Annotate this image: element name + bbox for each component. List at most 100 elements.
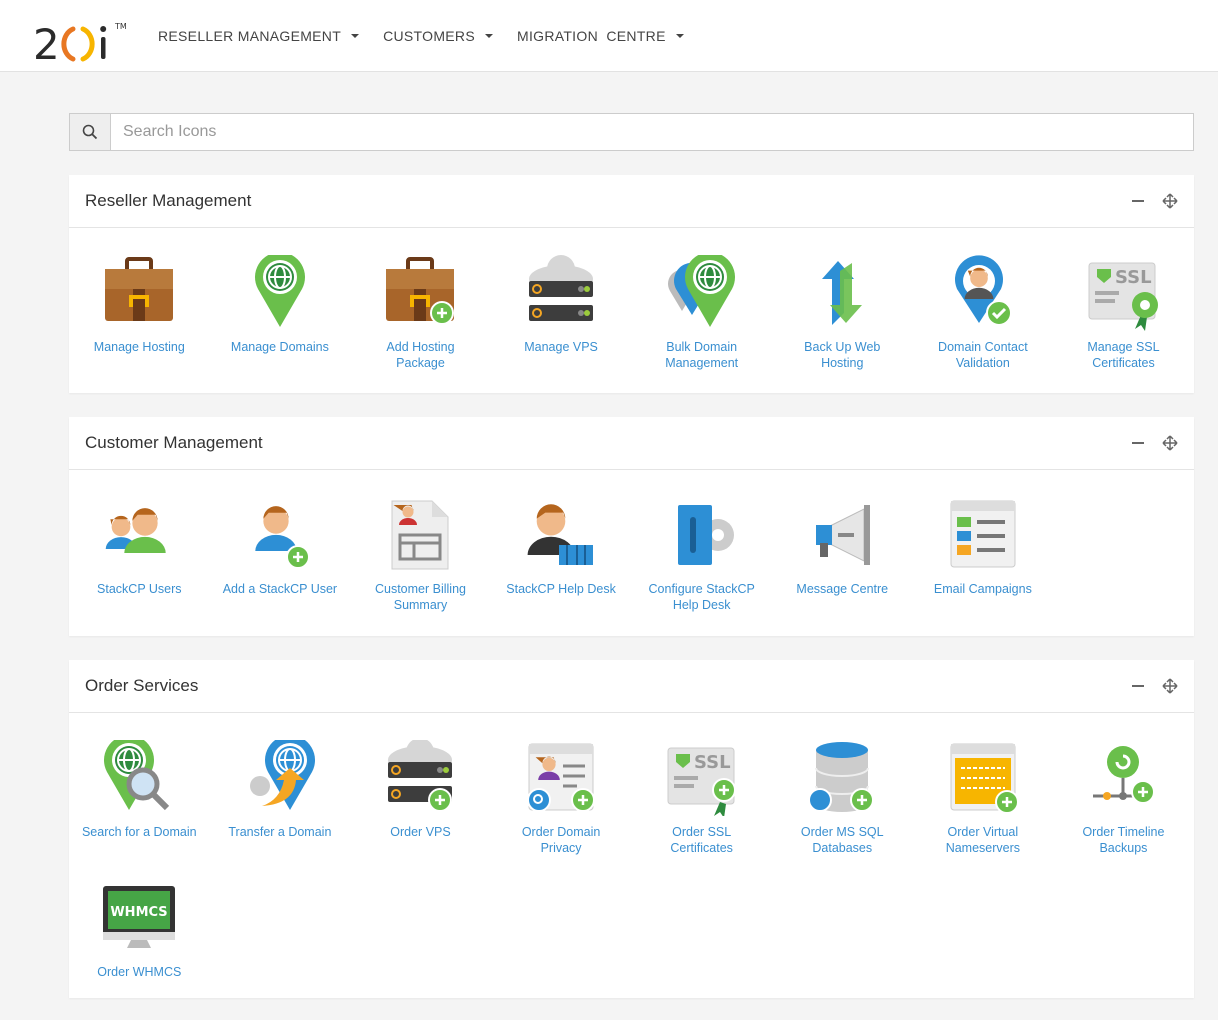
tile-manage-ssl-certificates[interactable]: SSL Manage SSL Certificates bbox=[1053, 255, 1194, 395]
globe-pins-icon bbox=[662, 255, 742, 331]
tile-order-ssl-certificates[interactable]: SSL Order SSL Certificates bbox=[631, 740, 772, 880]
tile-bulk-domain-management[interactable]: Bulk Domain Management bbox=[631, 255, 772, 395]
caret-down-icon bbox=[351, 33, 360, 38]
panel-reseller-management: Reseller Management Manage Hosting Manage … bbox=[69, 175, 1194, 393]
panel-title: Customer Management bbox=[85, 433, 263, 452]
tile-label: Manage Domains bbox=[230, 340, 329, 354]
logo-20i[interactable]: 2 TM bbox=[33, 11, 128, 63]
collapse-icon[interactable] bbox=[1132, 442, 1144, 444]
timeline-backup-icon bbox=[1083, 740, 1163, 816]
tile-search-for-a-domain[interactable]: Search for a Domain bbox=[69, 740, 210, 880]
helpdesk-user-icon bbox=[521, 497, 601, 573]
search-icon[interactable] bbox=[70, 114, 111, 150]
server-plus-icon bbox=[380, 740, 460, 816]
tile-order-timeline-backups[interactable]: Order Timeline Backups bbox=[1053, 740, 1194, 880]
tile-label: Configure StackCP Help Desk bbox=[648, 582, 755, 612]
users-icon bbox=[99, 497, 179, 573]
icon-grid: Search for a Domain Transfer a Domain Orde… bbox=[69, 713, 1194, 1020]
tile-label: Manage SSL Certificates bbox=[1087, 340, 1160, 370]
tile-domain-contact-validation[interactable]: Domain Contact Validation bbox=[913, 255, 1054, 395]
email-campaign-icon bbox=[943, 497, 1023, 573]
move-icon[interactable] bbox=[1162, 678, 1178, 694]
whmcs-monitor-icon: WHMCS bbox=[99, 880, 179, 956]
backup-arrows-icon bbox=[802, 255, 882, 331]
tile-label: Add Hosting Package bbox=[386, 340, 455, 370]
tile-stackcp-help-desk[interactable]: StackCP Help Desk bbox=[491, 497, 632, 637]
nav-customers[interactable]: CUSTOMERS bbox=[383, 28, 493, 44]
ssl-plus-icon: SSL bbox=[662, 740, 742, 816]
tile-email-campaigns[interactable]: Email Campaigns bbox=[913, 497, 1054, 637]
tile-order-virtual-nameservers[interactable]: Order Virtual Nameservers bbox=[913, 740, 1054, 880]
nav-label: RESELLER MANAGEMENT bbox=[158, 27, 342, 44]
tile-manage-hosting[interactable]: Manage Hosting bbox=[69, 255, 210, 395]
tile-customer-billing-summary[interactable]: Customer Billing Summary bbox=[350, 497, 491, 637]
top-navbar: 2 TM RESELLER MANAGEMENT CUSTOMERS MIGRA… bbox=[0, 0, 1218, 72]
privacy-window-icon bbox=[521, 740, 601, 816]
tile-label: Manage Hosting bbox=[93, 340, 185, 354]
caret-down-icon bbox=[484, 33, 493, 38]
tile-order-ms-sql-databases[interactable]: Order MS SQL Databases bbox=[772, 740, 913, 880]
tile-message-centre[interactable]: Message Centre bbox=[772, 497, 913, 637]
nav-migration-centre[interactable]: MIGRATION CENTRE bbox=[517, 28, 684, 44]
tile-label: StackCP Users bbox=[97, 582, 182, 596]
tile-transfer-a-domain[interactable]: Transfer a Domain bbox=[210, 740, 351, 880]
tile-label: Email Campaigns bbox=[933, 582, 1032, 596]
briefcase-icon bbox=[99, 255, 179, 331]
tile-label: Add a StackCP User bbox=[222, 582, 338, 596]
tile-manage-vps[interactable]: Manage VPS bbox=[491, 255, 632, 395]
panel-title: Order Services bbox=[85, 676, 199, 695]
nav-label: CUSTOMERS bbox=[383, 27, 475, 44]
tile-label: Back Up Web Hosting bbox=[804, 340, 881, 370]
tile-label: StackCP Help Desk bbox=[506, 582, 616, 596]
tile-label: Customer Billing Summary bbox=[374, 582, 466, 612]
panel-customer-management: Customer Management StackCP Users Add a St… bbox=[69, 417, 1194, 636]
icon-grid: Manage Hosting Manage Domains Add Hosting … bbox=[69, 228, 1194, 395]
tile-label: Domain Contact Validation bbox=[938, 340, 1028, 370]
move-icon[interactable] bbox=[1162, 435, 1178, 451]
search-input[interactable] bbox=[111, 114, 1193, 150]
tile-label: Order Timeline Backups bbox=[1082, 825, 1165, 855]
icon-grid: StackCP Users Add a StackCP User Customer … bbox=[69, 470, 1194, 637]
collapse-icon[interactable] bbox=[1132, 685, 1144, 687]
tile-label: Bulk Domain Management bbox=[665, 340, 739, 370]
tile-label: Transfer a Domain bbox=[228, 825, 332, 839]
tile-back-up-web-hosting[interactable]: Back Up Web Hosting bbox=[772, 255, 913, 395]
user-pin-check-icon bbox=[943, 255, 1023, 331]
tile-order-vps[interactable]: Order VPS bbox=[350, 740, 491, 880]
billing-doc-icon bbox=[380, 497, 460, 573]
tile-order-whmcs[interactable]: WHMCS Order WHMCS bbox=[69, 880, 210, 1020]
tile-order-domain-privacy[interactable]: Order Domain Privacy bbox=[491, 740, 632, 880]
svg-text:2: 2 bbox=[33, 20, 60, 63]
tile-label: Order Domain Privacy bbox=[521, 825, 601, 855]
svg-text:SSL: SSL bbox=[1115, 267, 1152, 288]
tile-label: Order SSL Certificates bbox=[670, 825, 733, 855]
tile-label: Order VPS bbox=[390, 825, 451, 839]
server-cloud-icon bbox=[521, 255, 601, 331]
panel-header: Order Services bbox=[69, 660, 1194, 713]
tile-configure-stackcp-help-desk[interactable]: Configure StackCP Help Desk bbox=[631, 497, 772, 637]
main-nav: RESELLER MANAGEMENT CUSTOMERS MIGRATION … bbox=[158, 28, 708, 44]
svg-text:TM: TM bbox=[114, 22, 127, 31]
panel-header: Customer Management bbox=[69, 417, 1194, 470]
panel-header: Reseller Management bbox=[69, 175, 1194, 228]
helpdesk-gear-icon bbox=[662, 497, 742, 573]
tile-label: Order WHMCS bbox=[97, 965, 182, 979]
tile-label: Manage VPS bbox=[524, 340, 598, 354]
tile-add-a-stackcp-user[interactable]: Add a StackCP User bbox=[210, 497, 351, 637]
tile-label: Search for a Domain bbox=[81, 825, 197, 839]
briefcase-plus-icon bbox=[380, 255, 460, 331]
globe-search-icon bbox=[99, 740, 179, 816]
move-icon[interactable] bbox=[1162, 193, 1178, 209]
collapse-icon[interactable] bbox=[1132, 200, 1144, 202]
database-plus-icon bbox=[802, 740, 882, 816]
tile-manage-domains[interactable]: Manage Domains bbox=[210, 255, 351, 395]
svg-text:WHMCS: WHMCS bbox=[111, 905, 168, 920]
nameserver-plus-icon bbox=[943, 740, 1023, 816]
nav-reseller-management[interactable]: RESELLER MANAGEMENT bbox=[158, 27, 360, 44]
user-plus-icon bbox=[240, 497, 320, 573]
ssl-gear-icon: SSL bbox=[1083, 255, 1163, 331]
panel-order-services: Order Services Search for a Domain Transfe… bbox=[69, 660, 1194, 998]
tile-stackcp-users[interactable]: StackCP Users bbox=[69, 497, 210, 637]
globe-pin-icon bbox=[240, 255, 320, 331]
tile-add-hosting-package[interactable]: Add Hosting Package bbox=[350, 255, 491, 395]
